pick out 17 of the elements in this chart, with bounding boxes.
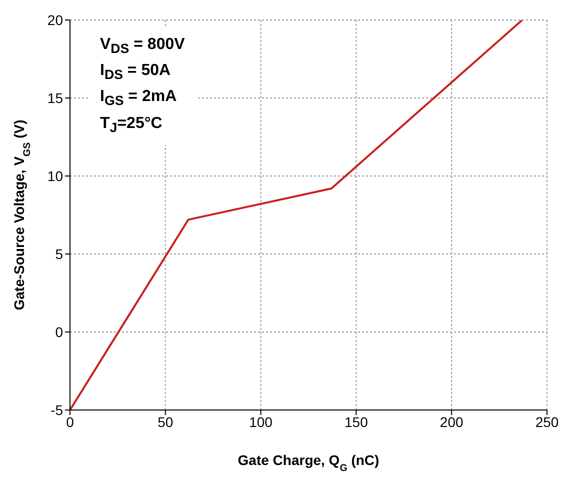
x-tick-label: 150 [344,414,368,430]
y-tick-label: -5 [50,402,64,418]
x-tick-label: 100 [249,414,273,430]
y-tick-label: 15 [47,90,64,106]
annotation: I$_{DS}$ = 50A [100,61,172,84]
y-tick-label: 5 [55,246,64,262]
x-tick-label: 50 [158,414,174,430]
annotation: T$_{J}$=25°C [100,114,164,137]
y-tick-label: 10 [47,168,64,184]
x-axis-title: Gate Charge, Q$_{G}$ (nC) [238,452,380,474]
x-tick-label: 250 [535,414,559,430]
x-tick-label: 0 [66,414,74,430]
annotation: V$_{DS}$ = 800V [100,35,185,58]
y-tick-label: 0 [55,324,64,340]
y-tick-label: 20 [47,12,64,28]
x-tick-label: 200 [440,414,464,430]
annotation: I$_{GS}$ = 2mA [100,87,178,111]
